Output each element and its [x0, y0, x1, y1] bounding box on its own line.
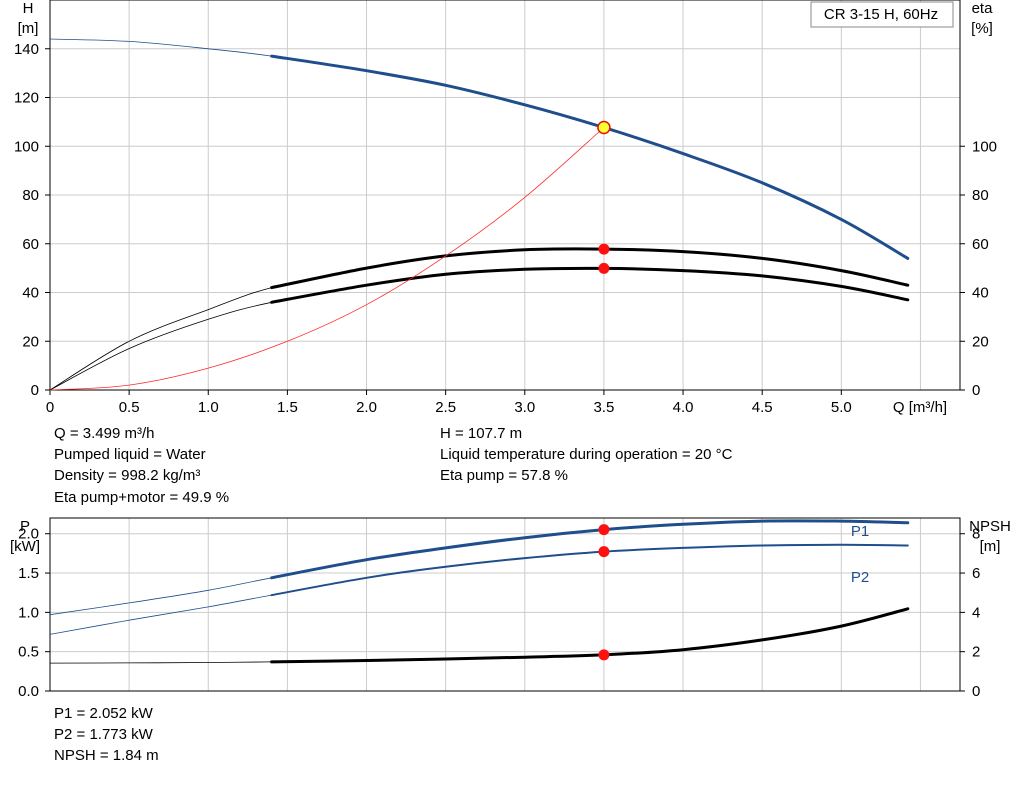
top-y-right-tick-label: 60 [972, 236, 989, 253]
top-chart-grid [50, 0, 960, 390]
info-p1: P1 = 2.052 kW [54, 705, 153, 722]
bottom-y-right-label-2: [m] [980, 538, 1001, 555]
info-p2: P2 = 1.773 kW [54, 726, 153, 743]
top-x-tick-label: 4.0 [673, 399, 694, 416]
top-y-left-tick-label: 0 [31, 382, 39, 399]
top-y-left-label-1: H [23, 0, 34, 17]
bottom-y-right-tick-label: 2 [972, 644, 980, 661]
top-y-right-tick-label: 40 [972, 285, 989, 302]
series-line-eta_pump-extended [49, 248, 908, 391]
top-y-right-tick-label: 80 [972, 187, 989, 204]
series-label-p2: P2 [851, 569, 869, 586]
top-y-right-tick-label: 0 [972, 382, 980, 399]
operating-point-duty [597, 120, 611, 135]
series-label-p1: P1 [851, 523, 869, 540]
title-box [810, 1, 954, 28]
top-y-right-label-2: [%] [971, 20, 993, 37]
info-density: Density = 998.2 kg/m³ [54, 467, 201, 484]
info-h: H = 107.7 m [440, 425, 523, 442]
top-x-tick-label: 0.5 [119, 399, 140, 416]
series-line-p2-extended [49, 544, 908, 635]
bottom-plot-frame [49, 517, 961, 692]
top-y-left-tick-label: 20 [22, 333, 39, 350]
operating-point-marker [598, 262, 610, 274]
top-x-tick-label: 1.0 [198, 399, 219, 416]
top-x-tick-label: 3.0 [514, 399, 535, 416]
top-x-tick-label: 0 [46, 399, 54, 416]
series-line-p1-extended [49, 520, 908, 616]
bottom-y-right-tick-label: 0 [972, 683, 980, 700]
top-y-right-label-1: eta [972, 0, 994, 17]
top-x-tick-label: 2.0 [356, 399, 377, 416]
bottom-series-group [49, 519, 910, 664]
info-eta-pump: Eta pump = 57.8 % [440, 467, 568, 484]
top-y-right-tick-label: 100 [972, 138, 997, 155]
series-line-h [270, 54, 910, 260]
bottom-chart-grid [50, 518, 960, 691]
bottom-y-right-label-1: NPSH [969, 518, 1011, 535]
top-x-tick-label: 1.5 [277, 399, 298, 416]
info-eta-pump-motor: Eta pump+motor = 49.9 % [54, 489, 230, 506]
bottom-y-left-tick-label: 0.0 [18, 683, 39, 700]
operating-point-marker [598, 546, 610, 558]
top-y-left-tick-label: 40 [22, 285, 39, 302]
bottom-y-left-ticks: 0.0 0.5 1.0 1.5 2.0 [18, 526, 50, 700]
operating-point-marker [598, 524, 610, 536]
top-y-left-tick-label: 120 [14, 90, 39, 107]
bottom-y-right-ticks: 0 2 4 6 8 [960, 526, 980, 700]
series-line-h-extended [49, 38, 909, 259]
top-x-axis-label: Q [m³/h] [893, 399, 947, 416]
top-x-tick-label: 3.5 [593, 399, 614, 416]
bottom-y-right-tick-label: 6 [972, 565, 980, 582]
info-npsh: NPSH = 1.84 m [54, 747, 159, 764]
top-x-ticks: 0 0.5 1.0 1.5 2.0 2.5 3.0 3.5 4.0 4.5 5.0 [46, 390, 852, 416]
bottom-operating-points [598, 524, 610, 661]
info-q: Q = 3.499 m³/h [54, 425, 155, 442]
top-y-left-tick-label: 80 [22, 187, 39, 204]
operating-point-marker [598, 649, 610, 661]
top-y-right-ticks: 0 20 40 60 80 100 [960, 138, 997, 399]
bottom-y-left-tick-label: 1.0 [18, 604, 39, 621]
top-y-left-ticks: 0 20 40 60 80 100 120 140 [14, 41, 50, 399]
top-y-left-label-2: [m] [18, 20, 39, 37]
series-line-eta_pump_motor [270, 266, 910, 304]
top-x-tick-label: 5.0 [831, 399, 852, 416]
top-x-tick-label: 2.5 [435, 399, 456, 416]
bottom-y-left-label-2: [kW] [10, 538, 40, 555]
top-series-group [49, 38, 910, 391]
bottom-y-left-tick-label: 1.5 [18, 565, 39, 582]
info-liquid-temperature: Liquid temperature during operation = 20… [440, 446, 733, 463]
bottom-y-right-tick-label: 8 [972, 526, 980, 543]
title-box-text: CR 3-15 H, 60Hz [824, 6, 938, 23]
top-y-left-tick-label: 60 [22, 236, 39, 253]
series-line-system-curve [49, 127, 605, 391]
series-line-npsh [270, 607, 910, 664]
operating-point-marker [598, 243, 610, 255]
bottom-y-left-tick-label: 2.0 [18, 526, 39, 543]
bottom-y-left-label-1: P [20, 518, 30, 535]
top-operating-points [597, 120, 611, 274]
top-x-tick-label: 4.5 [752, 399, 773, 416]
top-y-left-tick-label: 100 [14, 138, 39, 155]
series-line-p2 [270, 543, 909, 597]
series-line-p1 [270, 519, 910, 580]
bottom-y-left-tick-label: 0.5 [18, 644, 39, 661]
info-pumped-liquid: Pumped liquid = Water [54, 446, 206, 463]
top-y-left-tick-label: 140 [14, 41, 39, 58]
bottom-y-right-tick-label: 4 [972, 604, 980, 621]
top-y-right-tick-label: 20 [972, 333, 989, 350]
series-line-eta_pump_motor-extended [49, 267, 908, 391]
